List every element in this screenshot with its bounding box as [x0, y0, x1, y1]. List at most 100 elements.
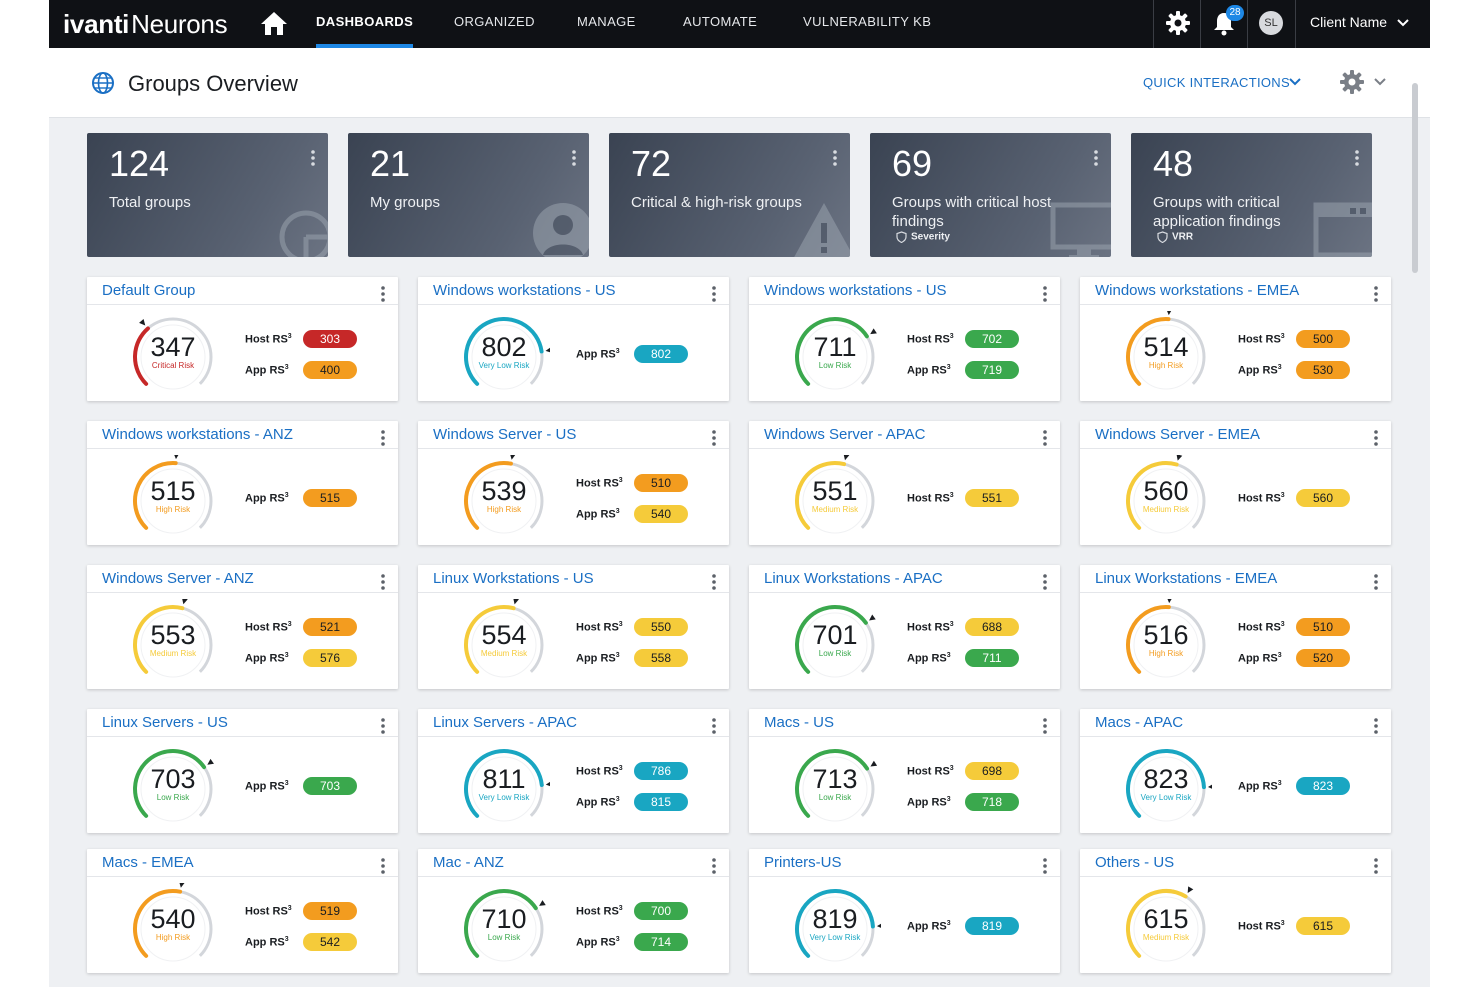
summary-tile[interactable]: 69 Groups with critical host findings Seve… — [870, 133, 1111, 257]
more-options-icon[interactable] — [711, 429, 717, 446]
group-name-link[interactable]: Macs - EMEA — [102, 854, 194, 871]
more-options-icon[interactable] — [310, 149, 316, 167]
group-name-link[interactable]: Default Group — [102, 282, 196, 299]
group-card[interactable]: Windows workstations - US 711 Low Risk Ho… — [749, 277, 1060, 401]
settings-gear-icon[interactable] — [1165, 10, 1191, 36]
more-options-icon[interactable] — [1093, 149, 1099, 167]
chevron-down-icon[interactable] — [1395, 15, 1411, 31]
summary-tile[interactable]: 21 My groups — [348, 133, 589, 257]
group-card[interactable]: Default Group 347 Critical Risk Host RS3 … — [87, 277, 398, 401]
host-rs-label: Host RS3 — [907, 333, 954, 346]
more-options-icon[interactable] — [1373, 285, 1379, 302]
client-name-menu[interactable]: Client Name — [1310, 14, 1388, 30]
more-options-icon[interactable] — [1042, 717, 1048, 734]
group-name-link[interactable]: Printers-US — [764, 854, 842, 871]
more-options-icon[interactable] — [1373, 717, 1379, 734]
gauge-value-arc — [133, 749, 207, 818]
more-options-icon[interactable] — [1042, 285, 1048, 302]
more-options-icon[interactable] — [1354, 149, 1360, 167]
more-options-icon[interactable] — [380, 717, 386, 734]
group-card[interactable]: Windows Server - ANZ 553 Medium Risk Host… — [87, 565, 398, 689]
summary-tile[interactable]: 124 Total groups — [87, 133, 328, 257]
tab-dashboards[interactable]: DASHBOARDS — [316, 0, 414, 48]
group-card[interactable]: Linux Workstations - APAC 701 Low Risk Ho… — [749, 565, 1060, 689]
group-card[interactable]: Linux Servers - US 703 Low Risk App RS3 7… — [87, 709, 398, 833]
more-options-icon[interactable] — [380, 573, 386, 590]
group-card[interactable]: Windows Server - APAC 551 Medium Risk Hos… — [749, 421, 1060, 545]
group-name-link[interactable]: Others - US — [1095, 854, 1175, 871]
group-name-link[interactable]: Windows Server - EMEA — [1095, 426, 1261, 443]
risk-score-gauge — [795, 317, 877, 390]
more-options-icon[interactable] — [1042, 857, 1048, 874]
group-card[interactable]: Mac - ANZ 710 Low Risk Host RS3 700 App R… — [418, 849, 729, 973]
group-name-link[interactable]: Linux Workstations - APAC — [764, 570, 943, 587]
group-card[interactable]: Macs - EMEA 540 High Risk Host RS3 519 Ap… — [87, 849, 398, 973]
tab-organized[interactable]: ORGANIZED — [454, 14, 535, 29]
group-card[interactable]: Windows workstations - US 802 Very Low Ri… — [418, 277, 729, 401]
more-options-icon[interactable] — [1373, 857, 1379, 874]
chevron-down-icon[interactable] — [1287, 74, 1303, 90]
group-name-link[interactable]: Windows workstations - EMEA — [1095, 282, 1300, 299]
risk-level-label: Low Risk — [818, 793, 852, 802]
more-options-icon[interactable] — [711, 857, 717, 874]
group-name-link[interactable]: Windows workstations - US — [764, 282, 947, 299]
more-options-icon[interactable] — [1042, 573, 1048, 590]
group-name-link[interactable]: Macs - APAC — [1095, 714, 1184, 731]
gauge-marker — [509, 455, 516, 460]
group-card[interactable]: Windows workstations - EMEA 514 High Risk… — [1080, 277, 1391, 401]
tile-value: 69 — [892, 143, 933, 184]
more-options-icon[interactable] — [832, 149, 838, 167]
more-options-icon[interactable] — [1373, 429, 1379, 446]
group-card[interactable]: Windows Server - US 539 High Risk Host RS… — [418, 421, 729, 545]
group-name-link[interactable]: Macs - US — [764, 714, 835, 731]
group-name-link[interactable]: Windows Server - US — [433, 426, 577, 443]
tab-automate[interactable]: AUTOMATE — [683, 14, 758, 29]
group-name-link[interactable]: Linux Workstations - EMEA — [1095, 570, 1278, 587]
ivanti-neurons-logo[interactable]: ivantiNeurons — [63, 9, 228, 40]
settings-gear-icon[interactable] — [1339, 69, 1365, 95]
user-avatar[interactable]: SL — [1259, 11, 1283, 35]
tab-vulnerability-kb[interactable]: VULNERABILITY KB — [803, 14, 932, 29]
home-icon[interactable] — [259, 9, 289, 37]
group-name-link[interactable]: Linux Servers - APAC — [433, 714, 577, 731]
more-options-icon[interactable] — [711, 285, 717, 302]
group-card[interactable]: Macs - US 713 Low Risk Host RS3 698 App R… — [749, 709, 1060, 833]
card-divider — [418, 876, 729, 877]
more-options-icon[interactable] — [571, 149, 577, 167]
group-card[interactable]: Others - US 615 Medium Risk Host RS3 615 — [1080, 849, 1391, 973]
more-options-icon[interactable] — [1373, 573, 1379, 590]
group-card[interactable]: Linux Workstations - EMEA 516 High Risk H… — [1080, 565, 1391, 689]
more-options-icon[interactable] — [711, 717, 717, 734]
group-name-link[interactable]: Mac - ANZ — [433, 854, 504, 871]
group-card[interactable]: Linux Servers - APAC 811 Very Low Risk Ho… — [418, 709, 729, 833]
chevron-down-icon[interactable] — [1373, 74, 1387, 90]
more-options-icon[interactable] — [380, 429, 386, 446]
group-card[interactable]: Linux Workstations - US 554 Medium Risk H… — [418, 565, 729, 689]
vertical-scrollbar[interactable] — [1412, 83, 1418, 273]
risk-score-value: 560 — [1143, 476, 1189, 506]
group-name-link[interactable]: Linux Workstations - US — [433, 570, 594, 587]
gauge-value-arc — [795, 317, 869, 386]
more-options-icon[interactable] — [380, 285, 386, 302]
group-card[interactable]: Windows Server - EMEA 560 Medium Risk Hos… — [1080, 421, 1391, 545]
risk-score-value: 539 — [481, 476, 527, 506]
more-options-icon[interactable] — [1042, 429, 1048, 446]
host-rs-score-badge: 551 — [965, 489, 1019, 507]
group-name-link[interactable]: Linux Servers - US — [102, 714, 228, 731]
nav-divider — [1247, 0, 1248, 48]
group-card[interactable]: Macs - APAC 823 Very Low Risk App RS3 823 — [1080, 709, 1391, 833]
quick-interactions-menu[interactable]: QUICK INTERACTIONS — [1143, 75, 1290, 90]
summary-tile[interactable]: 72 Critical & high-risk groups — [609, 133, 850, 257]
summary-tile[interactable]: 48 Groups with critical application findi… — [1131, 133, 1372, 257]
group-card[interactable]: Windows workstations - ANZ 515 High Risk … — [87, 421, 398, 545]
group-name-link[interactable]: Windows Server - ANZ — [102, 570, 254, 587]
risk-level-label: Low Risk — [818, 649, 852, 658]
more-options-icon[interactable] — [380, 857, 386, 874]
more-options-icon[interactable] — [711, 573, 717, 590]
group-name-link[interactable]: Windows workstations - ANZ — [102, 426, 293, 443]
page-title: Groups Overview — [128, 71, 298, 96]
group-name-link[interactable]: Windows Server - APAC — [764, 426, 926, 443]
group-card[interactable]: Printers-US 819 Very Low Risk App RS3 819 — [749, 849, 1060, 973]
group-name-link[interactable]: Windows workstations - US — [433, 282, 616, 299]
tab-manage[interactable]: MANAGE — [577, 14, 636, 29]
